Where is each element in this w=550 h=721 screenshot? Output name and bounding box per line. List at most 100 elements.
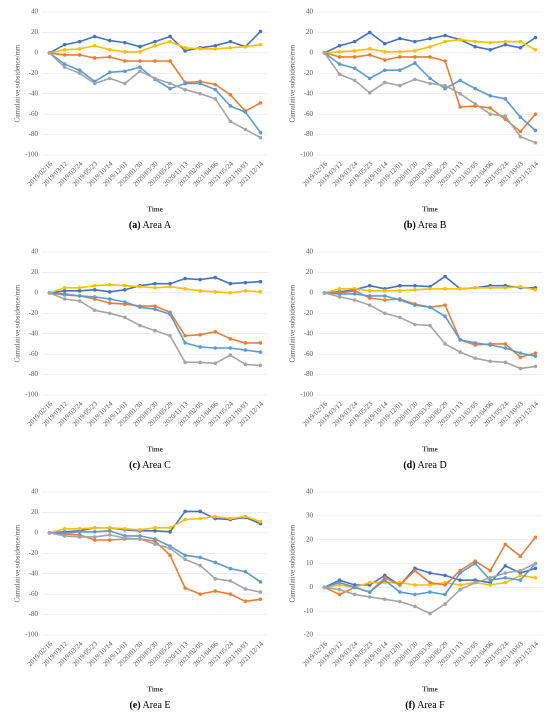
data-point bbox=[108, 525, 112, 530]
data-point bbox=[228, 353, 233, 357]
caption: (f) Area F bbox=[405, 700, 445, 711]
data-point bbox=[153, 307, 157, 311]
y-tick-label: -40 bbox=[304, 329, 314, 337]
data-point bbox=[443, 274, 447, 279]
data-point bbox=[228, 39, 233, 44]
data-point bbox=[428, 580, 432, 585]
data-point bbox=[243, 341, 248, 345]
data-point bbox=[62, 53, 67, 57]
y-tick-label: -20 bbox=[29, 309, 39, 317]
data-point bbox=[92, 525, 97, 530]
data-point bbox=[488, 40, 493, 45]
data-point bbox=[153, 328, 157, 333]
caption-label: (f) bbox=[405, 700, 415, 711]
data-point bbox=[258, 130, 263, 135]
data-point bbox=[213, 87, 218, 92]
data-point bbox=[228, 592, 233, 596]
data-point bbox=[398, 68, 402, 73]
data-point bbox=[443, 33, 447, 38]
data-point bbox=[153, 59, 157, 63]
data-point bbox=[183, 49, 187, 53]
data-point bbox=[352, 289, 357, 293]
data-point bbox=[413, 568, 417, 573]
data-point bbox=[352, 66, 357, 70]
data-point bbox=[108, 47, 112, 52]
caption-text: Area A bbox=[143, 220, 172, 231]
data-point bbox=[413, 39, 417, 44]
data-point bbox=[458, 578, 462, 582]
data-point bbox=[367, 590, 372, 594]
data-point bbox=[92, 43, 97, 48]
data-point bbox=[198, 46, 202, 51]
data-point bbox=[243, 587, 248, 591]
data-point bbox=[258, 363, 263, 368]
data-point bbox=[243, 514, 248, 519]
data-point bbox=[518, 134, 523, 139]
data-point bbox=[473, 356, 477, 361]
data-point bbox=[413, 303, 417, 307]
data-point bbox=[138, 534, 142, 538]
caption-label: (b) bbox=[404, 220, 416, 231]
data-point bbox=[168, 312, 172, 317]
data-point bbox=[258, 341, 263, 345]
data-point bbox=[183, 586, 187, 590]
data-point bbox=[168, 525, 172, 530]
data-point bbox=[183, 557, 187, 562]
x-axis-label: Time bbox=[147, 446, 162, 454]
caption-label: (d) bbox=[403, 460, 415, 471]
data-point bbox=[503, 576, 508, 580]
data-point bbox=[518, 355, 523, 360]
data-point bbox=[213, 329, 218, 334]
x-axis-label: Time bbox=[147, 686, 162, 694]
data-point bbox=[518, 366, 523, 371]
caption-text: Area D bbox=[418, 460, 447, 471]
data-point bbox=[123, 40, 127, 45]
data-point bbox=[258, 101, 263, 105]
y-axis-label: Cumulative subsidence/mm bbox=[14, 524, 22, 603]
data-point bbox=[108, 282, 112, 287]
data-point bbox=[92, 308, 97, 313]
y-tick-label: 0 bbox=[310, 288, 314, 296]
data-point bbox=[533, 112, 538, 116]
data-point bbox=[428, 36, 432, 41]
y-axis-label: Cumulative subsidence/mm bbox=[14, 44, 22, 123]
data-point bbox=[428, 81, 432, 86]
x-axis-label: Time bbox=[147, 206, 162, 214]
data-point bbox=[367, 289, 372, 293]
data-point bbox=[108, 70, 112, 75]
data-point bbox=[62, 285, 67, 290]
data-point bbox=[503, 97, 508, 101]
data-point bbox=[503, 42, 508, 47]
data-point bbox=[322, 585, 327, 590]
y-tick-label: -80 bbox=[29, 610, 39, 618]
data-point bbox=[62, 526, 67, 531]
data-point bbox=[138, 44, 142, 49]
data-point bbox=[138, 59, 142, 63]
data-point bbox=[413, 77, 417, 82]
data-point bbox=[123, 59, 127, 63]
data-point bbox=[62, 297, 67, 301]
data-point bbox=[488, 359, 493, 364]
data-point bbox=[473, 580, 477, 585]
caption: (c) Area C bbox=[129, 460, 171, 471]
data-point bbox=[108, 301, 112, 305]
data-point bbox=[62, 534, 67, 538]
data-point bbox=[168, 553, 172, 558]
data-point bbox=[213, 560, 218, 565]
data-point bbox=[352, 78, 357, 83]
data-point bbox=[138, 537, 142, 541]
data-point bbox=[77, 530, 82, 534]
data-point bbox=[258, 597, 263, 602]
caption-text: Area F bbox=[417, 700, 445, 711]
x-axis-label: Time bbox=[422, 446, 437, 454]
data-point bbox=[213, 290, 218, 294]
data-point bbox=[413, 604, 417, 609]
data-point bbox=[198, 592, 202, 596]
data-point bbox=[337, 62, 342, 66]
data-point bbox=[153, 529, 157, 533]
y-tick-label: -60 bbox=[29, 350, 39, 358]
data-point bbox=[503, 360, 508, 365]
data-point bbox=[92, 56, 97, 60]
data-point bbox=[367, 53, 372, 57]
